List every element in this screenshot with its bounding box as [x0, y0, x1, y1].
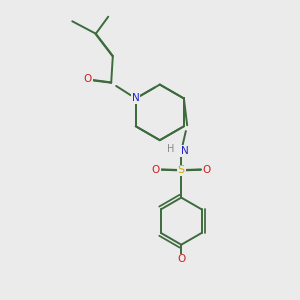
Text: H: H — [167, 143, 175, 154]
Text: O: O — [152, 165, 160, 175]
Text: N: N — [181, 146, 189, 156]
Text: O: O — [83, 74, 92, 83]
Text: N: N — [132, 94, 140, 103]
Text: O: O — [203, 165, 211, 175]
Text: S: S — [178, 165, 185, 176]
Text: O: O — [177, 254, 185, 264]
